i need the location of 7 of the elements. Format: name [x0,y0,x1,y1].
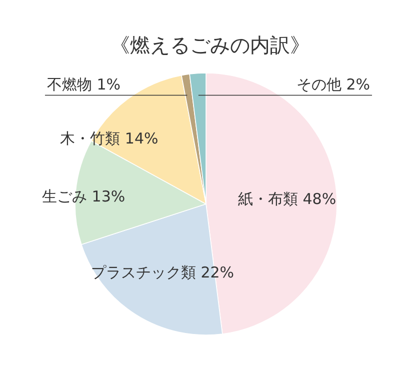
slice-label: プラスチック類 22% [90,264,234,282]
chart-title: 《燃えるごみの内訳》 [110,33,310,57]
slice-label: 木・竹類 14% [60,129,158,148]
slice-label: 生ごみ 13% [42,187,126,206]
slice-label: その他 2% [296,75,370,94]
slice-label: 不燃物 1% [47,75,121,94]
slice-label: 紙・布類 48% [238,190,336,208]
